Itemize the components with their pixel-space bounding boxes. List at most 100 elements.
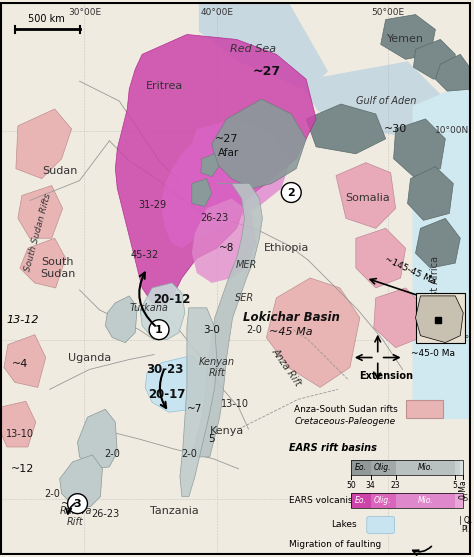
Text: MER: MER bbox=[236, 260, 257, 270]
Circle shape bbox=[68, 494, 88, 514]
Text: 2-0: 2-0 bbox=[45, 488, 61, 499]
Polygon shape bbox=[162, 119, 291, 248]
Text: 2-0: 2-0 bbox=[246, 325, 263, 335]
Text: 0 Ma: 0 Ma bbox=[459, 481, 468, 500]
Bar bbox=[455, 460, 460, 475]
Text: | Q.: | Q. bbox=[459, 516, 473, 525]
Text: 34: 34 bbox=[366, 481, 376, 490]
Text: 13-10: 13-10 bbox=[220, 399, 248, 409]
Text: Eo.: Eo. bbox=[355, 496, 367, 505]
Text: 26-23: 26-23 bbox=[91, 509, 119, 519]
Text: Extension: Extension bbox=[359, 372, 413, 382]
Text: Anza Rift: Anza Rift bbox=[270, 346, 303, 388]
Text: 26-23: 26-23 bbox=[201, 213, 229, 223]
Text: ~12: ~12 bbox=[11, 464, 35, 474]
Text: 13-12: 13-12 bbox=[7, 315, 39, 325]
Polygon shape bbox=[416, 218, 460, 268]
Text: Eritrea: Eritrea bbox=[146, 81, 182, 91]
Polygon shape bbox=[60, 455, 102, 507]
Text: 13-10: 13-10 bbox=[6, 429, 34, 439]
Polygon shape bbox=[20, 238, 65, 288]
Text: 23: 23 bbox=[391, 481, 401, 490]
Polygon shape bbox=[416, 296, 463, 343]
Bar bbox=[351, 493, 371, 507]
Text: 3-0: 3-0 bbox=[203, 325, 220, 335]
Text: Turkana: Turkana bbox=[130, 303, 169, 313]
Polygon shape bbox=[306, 104, 386, 154]
Text: Gulf of Aden: Gulf of Aden bbox=[356, 96, 416, 106]
Text: 5: 5 bbox=[209, 434, 215, 444]
Text: ~7: ~7 bbox=[187, 404, 202, 414]
Text: Tanzania: Tanzania bbox=[150, 506, 198, 516]
Text: Somalia: Somalia bbox=[346, 193, 390, 203]
Text: ~27: ~27 bbox=[252, 65, 281, 78]
Text: Mio.: Mio. bbox=[418, 496, 433, 505]
Text: Kenyan
Rift: Kenyan Rift bbox=[199, 356, 235, 378]
Text: 45-32: 45-32 bbox=[131, 250, 159, 260]
Text: Migration of faulting: Migration of faulting bbox=[289, 540, 382, 549]
Polygon shape bbox=[201, 154, 219, 177]
Polygon shape bbox=[336, 163, 396, 228]
Text: 50: 50 bbox=[346, 481, 356, 490]
Polygon shape bbox=[374, 288, 426, 348]
Text: ~45-0 Ma: ~45-0 Ma bbox=[410, 349, 455, 358]
Text: Red Sea: Red Sea bbox=[230, 45, 276, 55]
Bar bbox=[371, 460, 396, 475]
Polygon shape bbox=[4, 335, 46, 387]
Bar bbox=[455, 493, 463, 507]
Text: Afar: Afar bbox=[218, 148, 239, 158]
Text: 10°00S: 10°00S bbox=[436, 494, 469, 503]
Circle shape bbox=[149, 320, 169, 340]
Text: ~45 Ma: ~45 Ma bbox=[269, 327, 313, 336]
Text: ~30: ~30 bbox=[384, 124, 407, 134]
Text: 20-17: 20-17 bbox=[148, 388, 186, 401]
Polygon shape bbox=[105, 296, 137, 343]
Text: Lokichar Basin: Lokichar Basin bbox=[243, 311, 340, 324]
Polygon shape bbox=[381, 14, 436, 59]
Text: Yemen: Yemen bbox=[387, 35, 424, 45]
FancyBboxPatch shape bbox=[367, 516, 395, 534]
Text: Uganda: Uganda bbox=[68, 353, 111, 363]
Polygon shape bbox=[436, 55, 471, 91]
Text: ~27: ~27 bbox=[215, 134, 238, 144]
Polygon shape bbox=[408, 167, 453, 221]
Text: EARS rift basins: EARS rift basins bbox=[289, 443, 377, 453]
Text: 30°00E: 30°00E bbox=[68, 8, 101, 17]
Text: Cretaceous-Paleogene: Cretaceous-Paleogene bbox=[294, 417, 395, 426]
Polygon shape bbox=[212, 99, 306, 188]
Bar bbox=[351, 493, 463, 507]
Text: South
Sudan: South Sudan bbox=[40, 257, 75, 279]
Polygon shape bbox=[192, 198, 256, 283]
Text: 3: 3 bbox=[74, 499, 82, 509]
Text: 2-0: 2-0 bbox=[104, 449, 120, 459]
Polygon shape bbox=[356, 228, 406, 288]
Bar bbox=[351, 460, 371, 475]
Text: Olig.: Olig. bbox=[374, 496, 392, 505]
Polygon shape bbox=[18, 185, 63, 238]
Polygon shape bbox=[140, 283, 185, 340]
Polygon shape bbox=[266, 278, 360, 387]
Polygon shape bbox=[0, 401, 36, 447]
Text: ~25: ~25 bbox=[61, 499, 84, 509]
Circle shape bbox=[281, 183, 301, 202]
Text: 0°: 0° bbox=[459, 335, 469, 344]
Bar bbox=[460, 460, 463, 475]
Text: ~8: ~8 bbox=[219, 243, 234, 253]
Text: ~4: ~4 bbox=[12, 359, 28, 369]
Text: Pl.: Pl. bbox=[461, 525, 471, 534]
Text: 20-12: 20-12 bbox=[153, 294, 191, 306]
Polygon shape bbox=[115, 35, 316, 308]
Text: Ethiopia: Ethiopia bbox=[264, 243, 309, 253]
Polygon shape bbox=[180, 308, 217, 497]
Text: Sudan: Sudan bbox=[42, 165, 77, 175]
Text: 50°00E: 50°00E bbox=[371, 8, 404, 17]
Text: 31-29: 31-29 bbox=[138, 201, 166, 211]
Bar bbox=[416, 293, 465, 343]
Text: 40°00E: 40°00E bbox=[200, 8, 233, 17]
Text: Kenya: Kenya bbox=[210, 426, 244, 436]
Polygon shape bbox=[192, 184, 263, 457]
Text: 10°00N: 10°00N bbox=[435, 126, 469, 135]
Polygon shape bbox=[78, 409, 117, 469]
Text: 5: 5 bbox=[453, 481, 458, 490]
Text: Lakes: Lakes bbox=[331, 520, 357, 529]
